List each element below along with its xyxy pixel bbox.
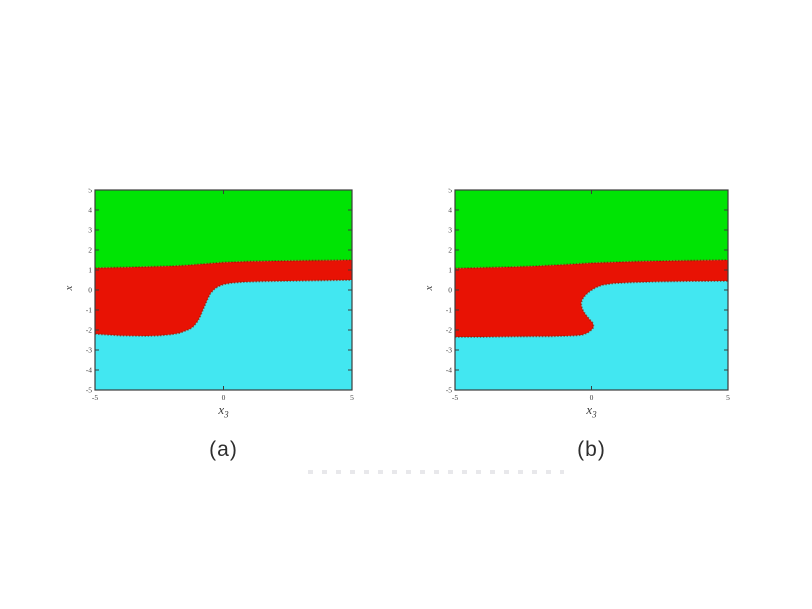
y-tick-label: 3 [88,226,92,235]
y-tick-label: 5 [448,188,452,195]
y-tick-label: -1 [86,306,92,315]
region-green-a [95,190,352,268]
plot-b-x-axis-label-sub: 3 [592,409,597,420]
region-green-b [455,190,728,269]
y-tick-label: 2 [448,246,452,255]
y-tick-label: -4 [446,366,452,375]
dithered-boundary-a-0 [94,259,353,269]
subfigure-b: -5 0 5 5 4 3 2 1 0 -1 -2 -3 -4 -5 x x3 (b) [423,188,734,488]
region-cyan-b [455,281,728,390]
dithered-boundary-a-1 [94,279,353,337]
y-tick-label: 1 [448,266,452,275]
y-tick-label: -2 [86,326,92,335]
plot-a-x-axis-label-base: x [218,402,225,417]
y-tick-label: 3 [448,226,452,235]
y-tick-label: -5 [446,386,452,395]
subfigure-a: -5 0 5 5 4 3 2 1 0 -1 -2 -3 -4 -5 x x3 (a) [63,188,358,488]
plot-b-x-axis-label: x3 [455,402,728,420]
x-tick-label: 5 [350,393,354,402]
subfigure-a-caption: (a) [209,438,238,461]
y-tick-label: -5 [86,386,92,395]
plot-b-y-axis-label: x [423,285,435,291]
dithered-boundary-b-1 [455,280,729,338]
plot-a-canvas: -5 0 5 5 4 3 2 1 0 -1 -2 -3 -4 -5 [86,188,354,402]
plot-b-x-axis-label-base: x [586,402,593,417]
region-cyan-a [95,280,352,390]
y-tick-label: 5 [88,188,92,195]
plot-a-x-axis-label: x3 [95,402,352,420]
y-tick-label: -2 [446,326,452,335]
y-tick-label: -1 [446,306,452,315]
x-tick-label: 0 [222,393,226,402]
y-tick-label: -3 [446,346,452,355]
y-tick-label: 1 [88,266,92,275]
x-tick-label: 0 [590,393,594,402]
dithered-boundary-b-0 [454,259,729,270]
x-tick-label: 5 [726,393,730,402]
region-red-b [455,260,728,337]
x-tick-label: -5 [452,393,458,402]
y-tick-label: 2 [88,246,92,255]
plot-a-x-axis-label-sub: 3 [224,409,229,420]
y-tick-label: 4 [88,206,92,215]
plot-b-canvas: -5 0 5 5 4 3 2 1 0 -1 -2 -3 -4 -5 [446,188,730,402]
faint-cropped-caption-text [308,470,564,474]
x-tick-label: -5 [92,393,98,402]
y-tick-label: 0 [88,286,92,295]
plot-a-y-axis-label: x [63,285,75,291]
y-tick-label: 0 [448,286,452,295]
y-tick-label: 4 [448,206,452,215]
subfigure-b-caption: (b) [577,438,606,461]
y-tick-label: -4 [86,366,92,375]
y-tick-label: -3 [86,346,92,355]
region-red-a [95,260,352,336]
